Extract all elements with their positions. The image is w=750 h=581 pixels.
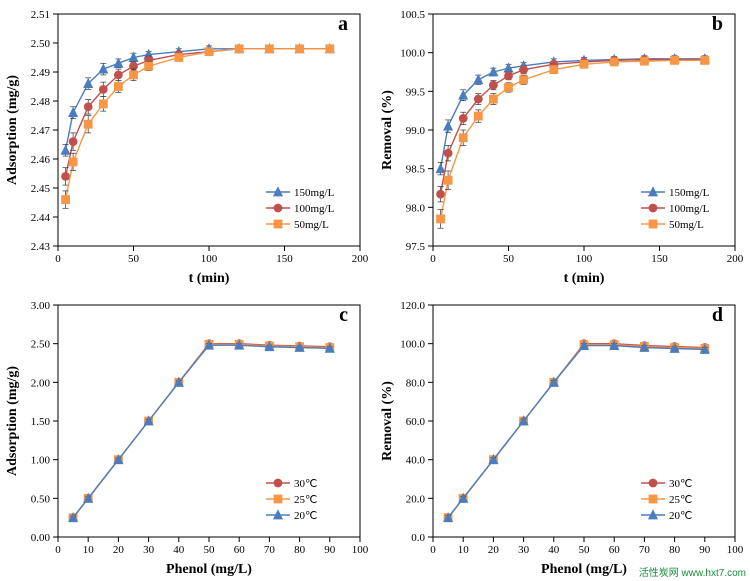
svg-text:2.50: 2.50 bbox=[31, 338, 51, 350]
svg-text:Phenol (mg/L): Phenol (mg/L) bbox=[166, 562, 252, 577]
svg-text:40: 40 bbox=[173, 544, 185, 556]
panel-c: 0 10 20 30 40 50 60 70 80 90 100 0.00 0.50 1.00 1.50 2.… bbox=[0, 291, 375, 581]
svg-text:Phenol (mg/L): Phenol (mg/L) bbox=[541, 562, 627, 577]
svg-text:2.48: 2.48 bbox=[31, 96, 51, 108]
svg-text:2.43: 2.43 bbox=[31, 241, 51, 253]
svg-text:2.49: 2.49 bbox=[31, 67, 51, 79]
svg-text:2.00: 2.00 bbox=[31, 377, 51, 389]
svg-text:c: c bbox=[339, 304, 348, 326]
svg-text:0.00: 0.00 bbox=[31, 532, 51, 544]
svg-text:98.5: 98.5 bbox=[406, 164, 426, 176]
svg-text:60.0: 60.0 bbox=[406, 416, 426, 428]
svg-text:1.50: 1.50 bbox=[31, 416, 51, 428]
svg-text:a: a bbox=[338, 13, 348, 35]
svg-text:30: 30 bbox=[518, 544, 530, 556]
svg-text:Adsorption (mg/g): Adsorption (mg/g) bbox=[5, 75, 20, 185]
svg-text:90: 90 bbox=[699, 544, 711, 556]
svg-text:97.5: 97.5 bbox=[406, 241, 426, 253]
svg-text:20: 20 bbox=[488, 544, 500, 556]
svg-text:100: 100 bbox=[727, 544, 744, 556]
svg-text:0: 0 bbox=[55, 253, 61, 265]
svg-text:50: 50 bbox=[128, 253, 140, 265]
svg-text:200: 200 bbox=[727, 253, 744, 265]
svg-text:50: 50 bbox=[204, 544, 216, 556]
svg-text:100: 100 bbox=[352, 544, 369, 556]
panel-d: 0 10 20 30 40 50 60 70 80 90 100 0.0 20.0 40.0 60.0 80.… bbox=[375, 291, 750, 581]
svg-text:t (min): t (min) bbox=[189, 271, 230, 286]
svg-text:60: 60 bbox=[234, 544, 246, 556]
svg-text:2.46: 2.46 bbox=[31, 154, 51, 166]
svg-text:99.0: 99.0 bbox=[406, 125, 426, 137]
panel-a: 0 50 100 150 200 2.43 2.44 2.45 2.46 2.47 2.48 2.49… bbox=[0, 0, 375, 291]
svg-text:100: 100 bbox=[576, 253, 593, 265]
svg-text:0: 0 bbox=[430, 253, 436, 265]
svg-text:50: 50 bbox=[579, 544, 591, 556]
svg-text:70: 70 bbox=[639, 544, 651, 556]
svg-text:d: d bbox=[712, 304, 723, 326]
svg-text:2.47: 2.47 bbox=[31, 125, 51, 137]
svg-text:2.44: 2.44 bbox=[31, 212, 51, 224]
svg-text:98.0: 98.0 bbox=[406, 202, 426, 214]
svg-text:10: 10 bbox=[83, 544, 95, 556]
svg-text:25℃: 25℃ bbox=[294, 494, 317, 506]
svg-text:100.0: 100.0 bbox=[400, 48, 425, 60]
svg-text:30: 30 bbox=[143, 544, 155, 556]
svg-text:80: 80 bbox=[294, 544, 306, 556]
svg-text:0: 0 bbox=[430, 544, 436, 556]
svg-text:40.0: 40.0 bbox=[406, 454, 426, 466]
svg-text:150: 150 bbox=[276, 253, 293, 265]
svg-text:60: 60 bbox=[609, 544, 621, 556]
svg-text:t (min): t (min) bbox=[564, 271, 605, 286]
svg-text:0.0: 0.0 bbox=[411, 532, 425, 544]
svg-text:20℃: 20℃ bbox=[294, 510, 317, 522]
svg-text:100: 100 bbox=[201, 253, 218, 265]
svg-text:Removal (%): Removal (%) bbox=[380, 90, 395, 170]
svg-text:20℃: 20℃ bbox=[669, 510, 692, 522]
svg-text:80: 80 bbox=[669, 544, 681, 556]
panel-b: 0 50 100 150 200 97.5 98.0 98.5 99.0 99.5 100.0 100… bbox=[375, 0, 750, 291]
svg-text:20.0: 20.0 bbox=[406, 493, 426, 505]
svg-text:40: 40 bbox=[548, 544, 560, 556]
svg-text:70: 70 bbox=[264, 544, 276, 556]
svg-text:30℃: 30℃ bbox=[669, 478, 692, 490]
svg-text:90: 90 bbox=[324, 544, 336, 556]
svg-text:0.50: 0.50 bbox=[31, 493, 51, 505]
svg-text:120.0: 120.0 bbox=[400, 300, 425, 312]
svg-text:2.51: 2.51 bbox=[31, 9, 50, 21]
svg-text:200: 200 bbox=[352, 253, 369, 265]
svg-text:50mg/L: 50mg/L bbox=[294, 219, 329, 231]
svg-text:25℃: 25℃ bbox=[669, 494, 692, 506]
svg-text:1.00: 1.00 bbox=[31, 454, 51, 466]
svg-text:2.50: 2.50 bbox=[31, 38, 51, 50]
svg-text:100mg/L: 100mg/L bbox=[669, 203, 710, 215]
svg-text:99.5: 99.5 bbox=[406, 86, 426, 98]
svg-text:100.0: 100.0 bbox=[400, 338, 425, 350]
svg-text:150mg/L: 150mg/L bbox=[294, 187, 335, 199]
svg-text:150: 150 bbox=[651, 253, 668, 265]
svg-text:10: 10 bbox=[458, 544, 470, 556]
svg-text:50: 50 bbox=[503, 253, 515, 265]
svg-text:0: 0 bbox=[55, 544, 61, 556]
svg-text:100.5: 100.5 bbox=[400, 9, 425, 21]
svg-text:2.45: 2.45 bbox=[31, 183, 51, 195]
svg-text:100mg/L: 100mg/L bbox=[294, 203, 335, 215]
svg-text:3.00: 3.00 bbox=[31, 300, 51, 312]
svg-text:30℃: 30℃ bbox=[294, 478, 317, 490]
svg-text:b: b bbox=[712, 13, 723, 35]
svg-text:50mg/L: 50mg/L bbox=[669, 219, 704, 231]
svg-text:80.0: 80.0 bbox=[406, 377, 426, 389]
svg-text:Removal (%): Removal (%) bbox=[380, 380, 395, 460]
svg-text:20: 20 bbox=[113, 544, 125, 556]
svg-text:150mg/L: 150mg/L bbox=[669, 187, 710, 199]
watermark: 活性炭网 www.hxt7.com bbox=[639, 564, 746, 579]
svg-text:Adsorption (mg/g): Adsorption (mg/g) bbox=[5, 365, 20, 475]
